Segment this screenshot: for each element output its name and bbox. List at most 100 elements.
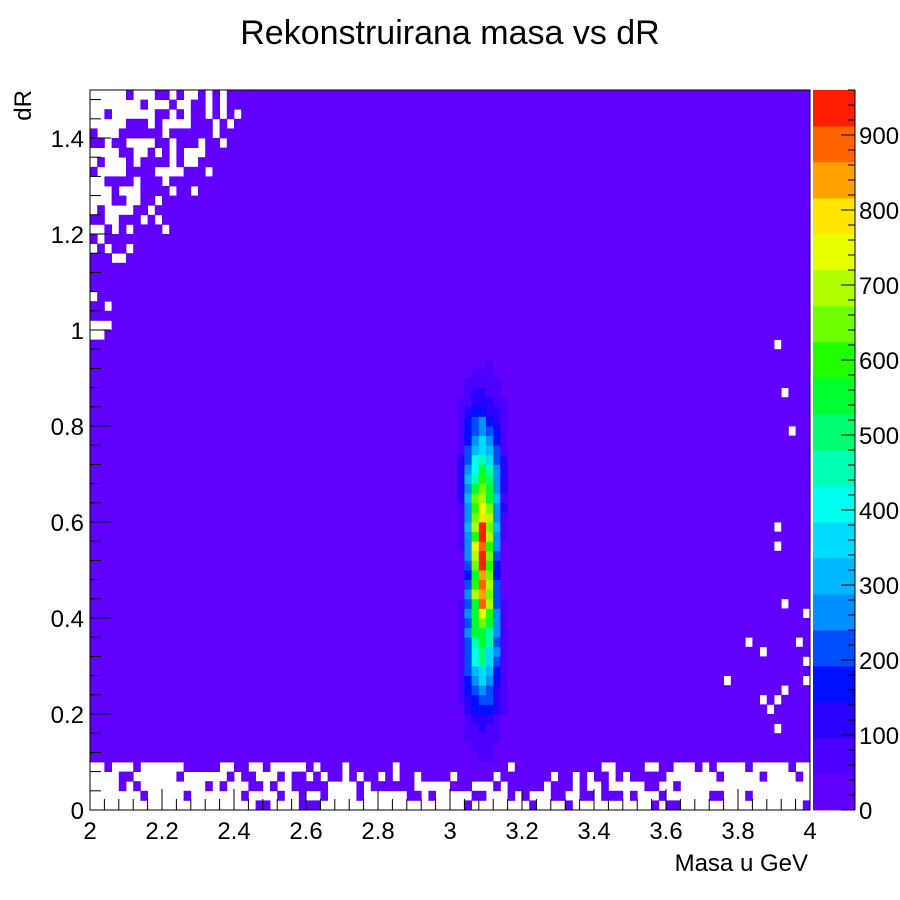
histogram-bin xyxy=(370,330,379,340)
histogram-bin xyxy=(658,627,667,638)
histogram-bin xyxy=(190,522,199,532)
histogram-bin xyxy=(478,646,487,657)
histogram-bin xyxy=(327,694,336,705)
histogram-bin xyxy=(586,368,595,379)
histogram-bin xyxy=(673,512,681,523)
histogram-bin xyxy=(558,416,566,427)
histogram-bin xyxy=(406,704,415,715)
histogram-bin xyxy=(198,406,206,417)
histogram-bin xyxy=(644,752,652,763)
histogram-bin xyxy=(118,445,127,456)
histogram-bin xyxy=(622,714,631,724)
histogram-bin xyxy=(140,522,148,532)
histogram-bin xyxy=(716,608,724,619)
histogram-bin xyxy=(392,560,400,571)
histogram-bin xyxy=(529,397,537,408)
histogram-bin xyxy=(111,608,120,619)
histogram-bin xyxy=(795,627,804,638)
histogram-bin xyxy=(219,608,228,619)
histogram-bin xyxy=(478,666,487,676)
histogram-bin xyxy=(147,550,156,561)
histogram-bin xyxy=(759,675,768,686)
histogram-bin xyxy=(802,685,811,696)
histogram-bin xyxy=(183,416,192,427)
histogram-bin xyxy=(363,560,372,571)
histogram-bin xyxy=(788,579,796,590)
histogram-bin xyxy=(435,637,444,648)
histogram-bin xyxy=(306,714,314,724)
histogram-bin xyxy=(486,454,494,465)
histogram-bin xyxy=(766,618,775,628)
histogram-bin xyxy=(370,349,379,360)
histogram-bin xyxy=(723,714,732,724)
histogram-bin xyxy=(550,694,559,705)
histogram-bin xyxy=(270,752,278,763)
histogram-bin xyxy=(306,541,314,552)
histogram-bin xyxy=(550,502,559,513)
histogram-bin xyxy=(104,550,112,561)
histogram-bin xyxy=(356,358,364,369)
histogram-bin xyxy=(658,570,667,580)
histogram-bin xyxy=(270,435,278,446)
histogram-bin xyxy=(435,627,444,638)
histogram-bin xyxy=(111,426,120,436)
histogram-bin xyxy=(579,589,588,600)
histogram-bin xyxy=(716,378,724,388)
histogram-bin xyxy=(745,656,753,667)
histogram-bin xyxy=(543,550,552,561)
histogram-bin xyxy=(442,723,451,734)
histogram-bin xyxy=(666,435,674,446)
histogram-bin xyxy=(370,733,379,744)
histogram-cells xyxy=(90,90,811,811)
histogram-bin xyxy=(507,416,516,427)
histogram-bin xyxy=(226,723,235,734)
histogram-bin xyxy=(277,378,285,388)
histogram-bin xyxy=(320,723,328,734)
histogram-bin xyxy=(385,608,393,619)
histogram-bin xyxy=(507,301,516,312)
histogram-bin xyxy=(226,598,235,609)
histogram-bin xyxy=(766,560,775,571)
histogram-bin xyxy=(471,406,480,417)
histogram-bin xyxy=(291,752,300,763)
histogram-bin xyxy=(442,752,451,763)
histogram-bin xyxy=(414,445,422,456)
histogram-bin xyxy=(320,608,328,619)
histogram-bin xyxy=(270,627,278,638)
histogram-bin xyxy=(622,474,631,484)
histogram-bin xyxy=(630,310,638,321)
histogram-bin xyxy=(406,502,415,513)
histogram-bin xyxy=(190,454,199,465)
histogram-bin xyxy=(277,733,285,744)
histogram-bin xyxy=(277,752,285,763)
histogram-bin xyxy=(270,416,278,427)
histogram-bin xyxy=(608,685,616,696)
histogram-bin xyxy=(241,637,249,648)
histogram-bin xyxy=(651,339,660,350)
histogram-bin xyxy=(507,310,516,321)
histogram-bin xyxy=(176,675,184,686)
histogram-bin xyxy=(723,608,732,619)
histogram-bin xyxy=(630,493,638,504)
histogram-bin xyxy=(284,637,292,648)
histogram-bin xyxy=(658,752,667,763)
histogram-bin xyxy=(493,560,501,571)
histogram-bin xyxy=(190,358,199,369)
histogram-bin xyxy=(594,330,602,340)
histogram-bin xyxy=(615,579,624,590)
histogram-bin xyxy=(586,397,595,408)
histogram-bin xyxy=(435,570,444,580)
histogram-bin xyxy=(248,550,256,561)
histogram-bin xyxy=(306,426,314,436)
histogram-bin xyxy=(97,666,105,676)
histogram-bin xyxy=(176,435,184,446)
histogram-bin xyxy=(234,762,242,772)
histogram-bin xyxy=(212,330,220,340)
histogram-bin xyxy=(399,339,408,350)
histogram-bin xyxy=(680,445,688,456)
histogram-bin xyxy=(385,589,393,600)
histogram-bin xyxy=(169,301,177,312)
histogram-bin xyxy=(327,618,336,628)
histogram-bin xyxy=(255,512,264,523)
